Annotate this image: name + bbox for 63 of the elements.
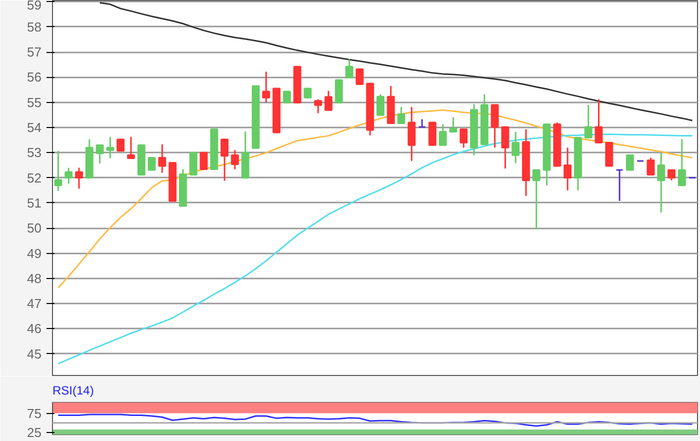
candlestick <box>230 149 239 170</box>
candlestick <box>200 152 208 170</box>
y-tick-label: 75 <box>27 406 42 421</box>
candlestick <box>584 104 592 138</box>
candlestick <box>54 150 62 192</box>
candlestick <box>345 58 354 78</box>
candlestick <box>376 94 384 116</box>
candlestick <box>501 126 510 170</box>
candlestick <box>282 90 291 104</box>
candlestick <box>418 118 426 128</box>
candlestick <box>490 104 499 148</box>
candlestick <box>106 136 114 159</box>
candlestick <box>220 138 229 182</box>
y-tick-label: 59 <box>27 0 42 12</box>
candlestick <box>324 90 332 111</box>
line-series <box>57 414 694 427</box>
y-tick-label: 52 <box>27 170 42 186</box>
candlestick <box>438 123 447 146</box>
candlestick <box>428 122 436 146</box>
candlestick <box>127 136 135 159</box>
candlestick <box>75 167 83 190</box>
candlestick <box>334 79 343 104</box>
line-series <box>99 2 694 122</box>
candlestick <box>668 169 676 182</box>
candlestick <box>449 116 458 133</box>
candlestick <box>96 144 104 164</box>
candlestick <box>460 128 468 148</box>
candlestick <box>408 106 416 162</box>
candlestick <box>564 146 572 192</box>
candlestick <box>678 138 686 186</box>
y-tick-label: 57 <box>27 44 42 60</box>
candlestick <box>657 152 666 214</box>
y-tick-label: 58 <box>27 19 42 34</box>
y-tick-label: 48 <box>27 270 42 286</box>
candlestick <box>616 169 624 202</box>
chart-title: RSI(14) <box>52 384 94 398</box>
y-tick-label: 56 <box>27 70 42 85</box>
y-tick-label: 51 <box>27 195 42 210</box>
candlestick <box>304 88 312 98</box>
y-tick-label: 47 <box>27 296 42 312</box>
candlestick <box>646 156 655 176</box>
y-tick-label: 46 <box>27 321 42 336</box>
candlestick <box>314 98 322 114</box>
y-tick-label: 45 <box>27 346 42 362</box>
y-tick-label: 55 <box>27 94 42 110</box>
candlestick <box>116 138 125 152</box>
candlestick <box>512 131 520 164</box>
candlestick <box>356 68 364 85</box>
candlestick <box>262 70 270 104</box>
candlestick <box>158 144 166 174</box>
candlestick <box>189 152 198 176</box>
y-tick-label: 25 <box>27 425 42 440</box>
candlestick <box>397 106 406 124</box>
candlestick <box>148 156 156 171</box>
candlestick <box>626 154 634 171</box>
candlestick <box>605 142 614 167</box>
y-tick-label: 50 <box>27 220 42 236</box>
y-tick-label: 53 <box>27 145 42 160</box>
y-tick-label: 49 <box>27 246 42 261</box>
candlestick <box>532 169 540 230</box>
y-tick-label: 54 <box>27 120 42 136</box>
candlestick <box>594 98 603 144</box>
candlestick <box>64 167 73 184</box>
